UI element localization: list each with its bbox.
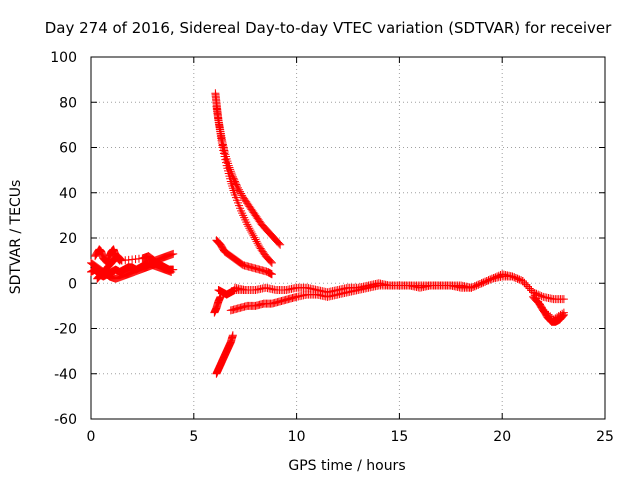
data-point-interp — [248, 229, 257, 238]
axes — [90, 56, 606, 420]
data-point-interp — [252, 237, 261, 246]
data-point — [276, 240, 285, 249]
x-tick-label: 10 — [288, 429, 306, 445]
data-point-interp — [527, 286, 536, 295]
data-point-interp — [511, 273, 520, 282]
data-point-interp — [253, 239, 262, 248]
y-tick-label: 80 — [59, 95, 77, 111]
data-point-interp — [484, 276, 493, 285]
data-point — [249, 231, 258, 240]
y-tick-label: 0 — [68, 276, 77, 292]
data-point — [518, 276, 527, 285]
data-point-interp — [247, 227, 256, 236]
data-point-interp — [266, 257, 275, 266]
series-early-cluster-d — [87, 258, 176, 283]
data-point-interp — [116, 255, 125, 264]
data-point-interp — [238, 191, 247, 200]
x-tick-label: 5 — [189, 429, 198, 445]
data-points — [87, 89, 568, 378]
data-point-interp — [558, 312, 567, 321]
chart-title: Day 274 of 2016, Sidereal Day-to-day VTE… — [45, 19, 612, 37]
x-tick-label: 25 — [596, 429, 614, 445]
series-decay-lower — [212, 236, 276, 279]
data-point-interp — [525, 284, 534, 293]
x-tick-label: 20 — [493, 429, 511, 445]
data-point-interp — [474, 280, 483, 289]
data-point-interp — [481, 277, 490, 286]
y-axis-label: SDTVAR / TECUs — [8, 180, 24, 295]
data-point-interp — [469, 283, 478, 292]
series-tail — [529, 292, 568, 326]
data-point — [559, 310, 568, 319]
data-point-interp — [515, 275, 524, 284]
data-point-interp — [510, 273, 519, 282]
y-tick-label: 40 — [59, 186, 77, 202]
series-decay-middle — [212, 102, 276, 267]
data-point-interp — [245, 224, 254, 233]
data-point-interp — [537, 292, 546, 301]
data-point — [167, 267, 176, 276]
data-point-interp — [534, 290, 543, 299]
data-point-interp — [254, 241, 263, 250]
y-tick-label: 100 — [50, 50, 77, 66]
y-tick-label: -40 — [54, 367, 77, 383]
data-point-interp — [235, 185, 244, 194]
y-tick-label: 60 — [59, 141, 77, 157]
data-point — [228, 331, 237, 340]
data-point — [267, 258, 276, 267]
x-axis-label: GPS time / hours — [288, 458, 405, 474]
data-point-interp — [559, 311, 568, 320]
x-tick-label: 15 — [390, 429, 408, 445]
y-tick-label: 20 — [59, 231, 77, 247]
data-point — [243, 220, 252, 229]
data-point — [508, 272, 517, 281]
tick-labels: 0 5 10 15 20 25 -60 -40 -20 0 20 40 60 80 100 — [50, 50, 614, 445]
data-point-interp — [479, 278, 488, 287]
data-point-interp — [237, 189, 246, 198]
data-point-interp — [275, 239, 284, 248]
y-tick-label: -20 — [54, 322, 77, 338]
data-point-interp — [246, 226, 255, 235]
data-point-interp — [470, 282, 479, 291]
data-point — [477, 279, 486, 288]
data-point-interp — [251, 235, 260, 244]
x-tick-label: 0 — [87, 429, 96, 445]
data-point — [559, 295, 568, 304]
data-point-interp — [513, 274, 522, 283]
plot-frame — [90, 56, 606, 420]
data-point-interp — [522, 280, 531, 289]
data-point-interp — [232, 180, 241, 189]
data-point-interp — [475, 280, 484, 289]
data-point — [467, 283, 476, 292]
data-point-interp — [236, 187, 245, 196]
data-point-interp — [250, 233, 259, 242]
data-point-interp — [523, 282, 532, 291]
data-point-interp — [472, 281, 481, 290]
data-point-interp — [482, 276, 491, 285]
data-point-interp — [237, 259, 246, 268]
data-point — [267, 270, 276, 279]
series-dip-a — [210, 292, 225, 317]
data-point-interp — [244, 222, 253, 231]
data-point-interp — [486, 275, 495, 284]
data-point — [169, 249, 178, 258]
y-tick-label: -60 — [54, 412, 77, 428]
series-plunge — [212, 331, 237, 378]
data-point-interp — [520, 278, 529, 287]
